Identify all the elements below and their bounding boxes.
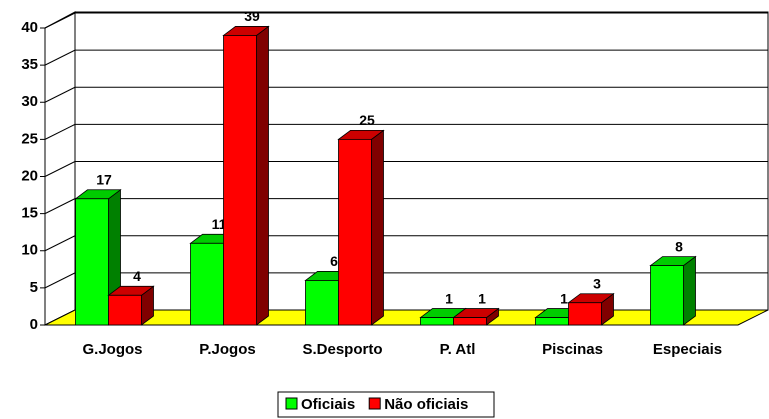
bar xyxy=(305,280,339,326)
bar xyxy=(108,294,142,326)
bar xyxy=(420,317,454,326)
y-tick-label: 0 xyxy=(30,316,38,333)
grid-line-side xyxy=(44,86,76,103)
y-tick-label: 15 xyxy=(21,205,38,222)
data-label: 17 xyxy=(96,171,112,187)
bar xyxy=(453,317,487,326)
grid-line-side xyxy=(44,198,76,215)
bar xyxy=(535,317,569,326)
data-label: 1 xyxy=(478,290,486,306)
legend: Oficiais Não oficiais xyxy=(277,391,495,418)
x-tick-label: S.Desporto xyxy=(302,341,382,358)
data-label: 3 xyxy=(593,275,601,291)
bar xyxy=(568,302,602,326)
legend-swatch xyxy=(285,397,298,410)
y-tick-label: 30 xyxy=(21,93,38,110)
y-tick-label: 35 xyxy=(21,56,38,73)
data-label: 4 xyxy=(133,268,141,284)
data-label: 39 xyxy=(244,8,260,24)
y-tick-label: 10 xyxy=(21,242,38,259)
grid-line-side xyxy=(44,12,76,29)
bar-side xyxy=(371,129,384,326)
x-tick-label: Especiais xyxy=(653,341,722,358)
bar-side xyxy=(256,25,269,326)
bar xyxy=(190,242,224,326)
grid-line-side xyxy=(44,161,76,177)
y-tick-label: 40 xyxy=(21,19,38,36)
x-tick-label: P. Atl xyxy=(440,341,476,358)
grid-line-side xyxy=(44,49,76,66)
grid-line-side xyxy=(44,123,76,140)
y-tick-label: 5 xyxy=(30,279,38,296)
legend-label: Não oficiais xyxy=(384,396,468,413)
x-tick-label: G.Jogos xyxy=(82,341,142,358)
bar-side xyxy=(683,255,696,326)
legend-swatch xyxy=(368,397,381,410)
grid-line-side xyxy=(44,235,76,252)
data-label: 1 xyxy=(445,290,453,306)
legend-label: Oficiais xyxy=(301,396,355,413)
bar xyxy=(223,35,257,326)
data-label: 25 xyxy=(359,112,375,128)
x-tick-label: P.Jogos xyxy=(199,341,255,358)
x-tick-label: Piscinas xyxy=(542,341,603,358)
data-label: 1 xyxy=(560,290,568,306)
grid-line-side xyxy=(44,272,76,289)
y-tick-label: 25 xyxy=(21,130,38,147)
bar xyxy=(338,138,372,326)
legend-box xyxy=(277,391,495,418)
bar xyxy=(650,265,684,326)
y-tick-label: 20 xyxy=(21,167,38,184)
data-label: 11 xyxy=(212,216,227,232)
data-label: 6 xyxy=(330,253,338,269)
bar xyxy=(75,198,109,326)
data-label: 8 xyxy=(675,238,683,254)
